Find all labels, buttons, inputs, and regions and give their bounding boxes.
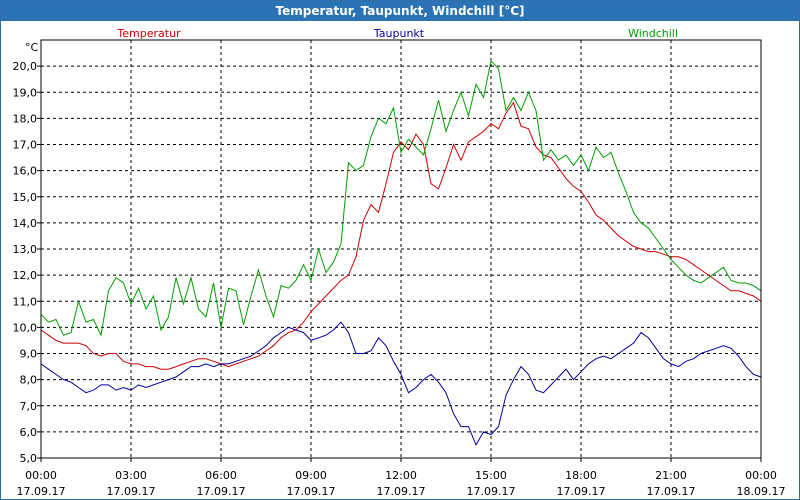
y-tick-label: 10,0 — [13, 321, 38, 334]
y-tick-label: 17,0 — [13, 139, 38, 152]
x-tick-time: 18:00 — [565, 469, 597, 482]
x-tick-time: 12:00 — [385, 469, 417, 482]
y-tick-label: 19,0 — [13, 86, 38, 99]
x-tick-date: 17.09.17 — [287, 485, 336, 498]
y-tick-label: 13,0 — [13, 243, 38, 256]
x-tick-date: 18.09.17 — [737, 485, 786, 498]
x-tick-time: 00:00 — [745, 469, 777, 482]
legend: Temperatur Taupunkt Windchill — [116, 27, 678, 40]
y-tick-label: 6,0 — [20, 426, 38, 439]
x-tick-date: 17.09.17 — [17, 485, 66, 498]
y-tick-label: 12,0 — [13, 269, 38, 282]
x-tick-date: 17.09.17 — [467, 485, 516, 498]
series-lines — [40, 59, 762, 447]
legend-item-windchill: Windchill — [628, 27, 678, 40]
x-tick-time: 03:00 — [115, 469, 147, 482]
y-tick-label: 16,0 — [13, 165, 38, 178]
y-tick-label: 8,0 — [20, 374, 38, 387]
y-tick-label: 11,0 — [13, 295, 38, 308]
y-tick-label: 20,0 — [13, 60, 38, 73]
plot-border — [40, 39, 762, 459]
legend-item-taupunkt: Taupunkt — [373, 27, 425, 40]
chart-title: Temperatur, Taupunkt, Windchill [°C] — [1, 1, 799, 21]
y-axis-unit: °C — [25, 41, 39, 54]
y-tick-label: 7,0 — [20, 400, 38, 413]
series-line-windchill — [40, 59, 762, 337]
legend-item-temperatur: Temperatur — [116, 27, 181, 40]
x-tick-date: 17.09.17 — [107, 485, 156, 498]
x-tick-time: 15:00 — [475, 469, 507, 482]
y-tick-label: 9,0 — [20, 348, 38, 361]
y-tick-label: 15,0 — [13, 191, 38, 204]
y-tick-label: 18,0 — [13, 112, 38, 125]
x-tick-date: 17.09.17 — [197, 485, 246, 498]
x-tick-date: 17.09.17 — [557, 485, 606, 498]
y-tick-label: 14,0 — [13, 217, 38, 230]
grid-lines — [41, 40, 761, 458]
x-tick-time: 00:00 — [25, 469, 57, 482]
x-tick-time: 06:00 — [205, 469, 237, 482]
x-tick-time: 21:00 — [655, 469, 687, 482]
x-tick-date: 17.09.17 — [647, 485, 696, 498]
series-line-temperatur — [40, 101, 762, 370]
x-tick-date: 17.09.17 — [377, 485, 426, 498]
x-tick-time: 09:00 — [295, 469, 327, 482]
y-tick-label: 5,0 — [20, 452, 38, 465]
series-line-taupunkt — [40, 321, 762, 447]
axis-labels: 5,0 6,0 7,0 8,0 9,0 10,0 11,0 12,0 13,0 14,0 15,0 1… — [13, 41, 786, 498]
